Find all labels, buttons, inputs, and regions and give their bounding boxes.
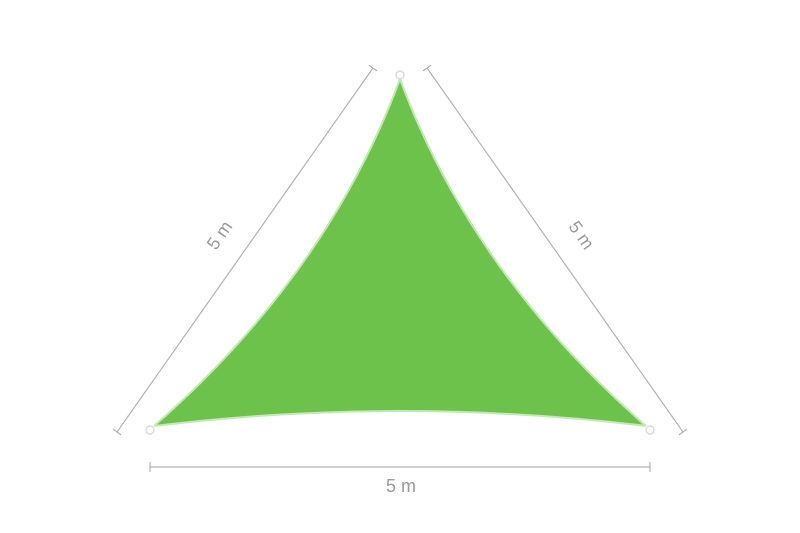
dimension-diagram <box>0 0 800 533</box>
corner-ring-top <box>396 71 404 79</box>
dim-bottom <box>150 462 650 472</box>
corner-ring-bottom-right <box>646 426 654 434</box>
corner-ring-bottom-left <box>146 426 154 434</box>
sail-body <box>154 79 646 426</box>
dim-label-bottom: 5 m <box>386 476 416 497</box>
shade-sail <box>146 71 654 434</box>
diagram-stage: 5 m 5 m 5 m <box>0 0 800 533</box>
